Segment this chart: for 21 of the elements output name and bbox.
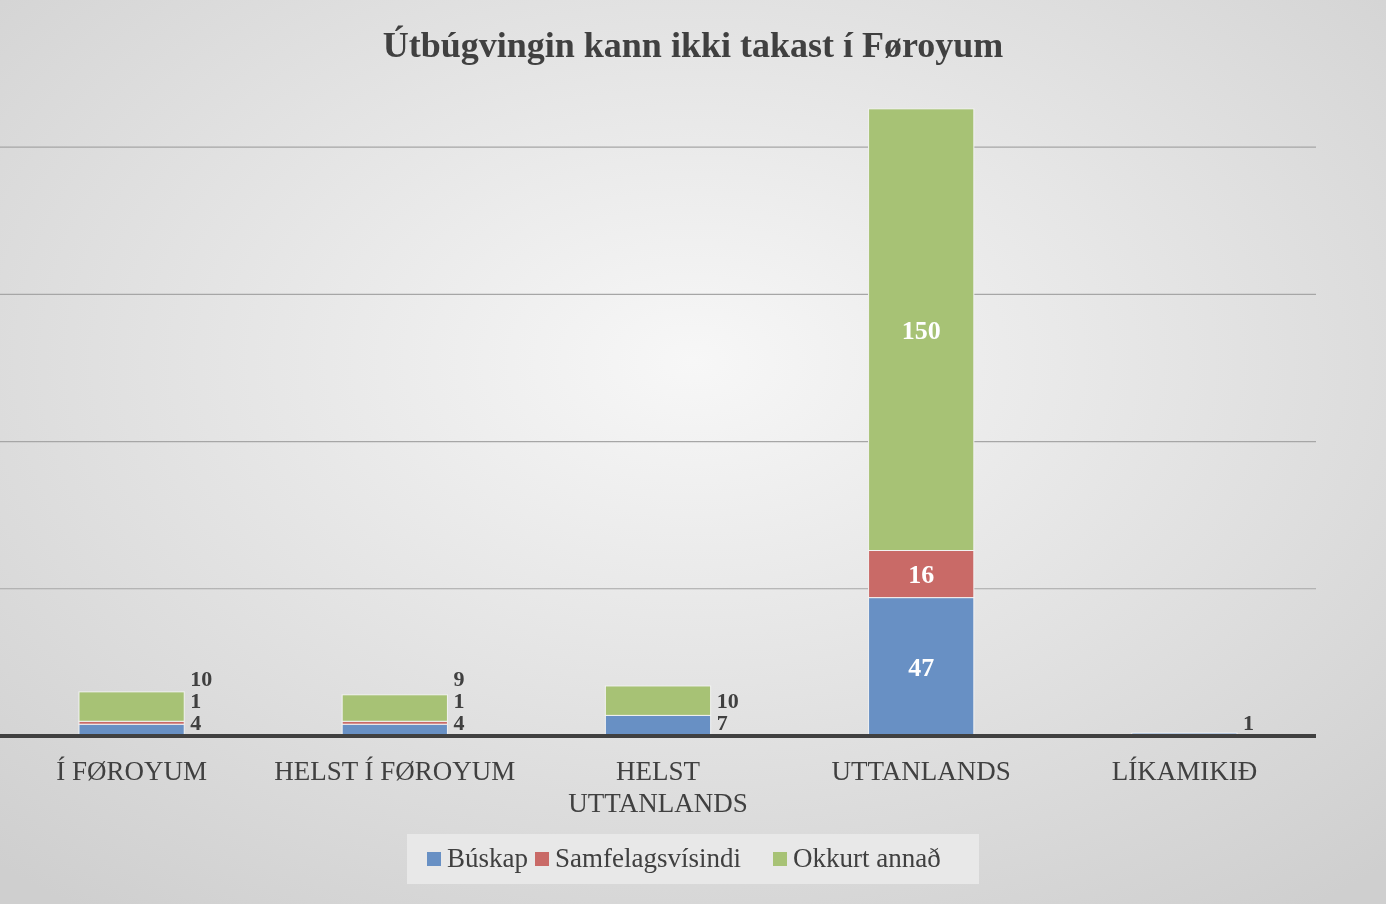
text: Okkurt annað <box>793 843 941 873</box>
data-label: 9 <box>453 666 465 691</box>
data-label: 47 <box>908 652 935 682</box>
x-tick-label: LÍKAMIKIÐ <box>1111 756 1258 786</box>
data-label: 4 <box>190 710 202 735</box>
data-label: 10 <box>716 687 739 713</box>
data-label: 1 <box>1243 710 1255 735</box>
legend-label: Samfelagsvísindi <box>555 843 741 873</box>
data-label: 1 <box>190 688 202 713</box>
x-tick-label: HELST Í FØROYUM <box>274 756 516 786</box>
x-tick-label: Í FØROYUM <box>56 756 207 786</box>
data-label: 1 <box>453 688 465 713</box>
x-tick-label: HELST UTTANLANDS <box>568 756 748 818</box>
chart-title: Útbúgvingin kann ikki takast í Føroyum <box>382 25 1004 65</box>
data-label: 4 <box>453 710 465 735</box>
data-label: 150 <box>901 315 941 345</box>
x-tick-label: UTTANLANDS <box>831 756 1011 786</box>
data-label: 10 <box>190 666 213 691</box>
data-label: 16 <box>908 560 935 590</box>
legend-label: Búskap <box>447 843 528 873</box>
data-label: 7 <box>716 710 728 735</box>
